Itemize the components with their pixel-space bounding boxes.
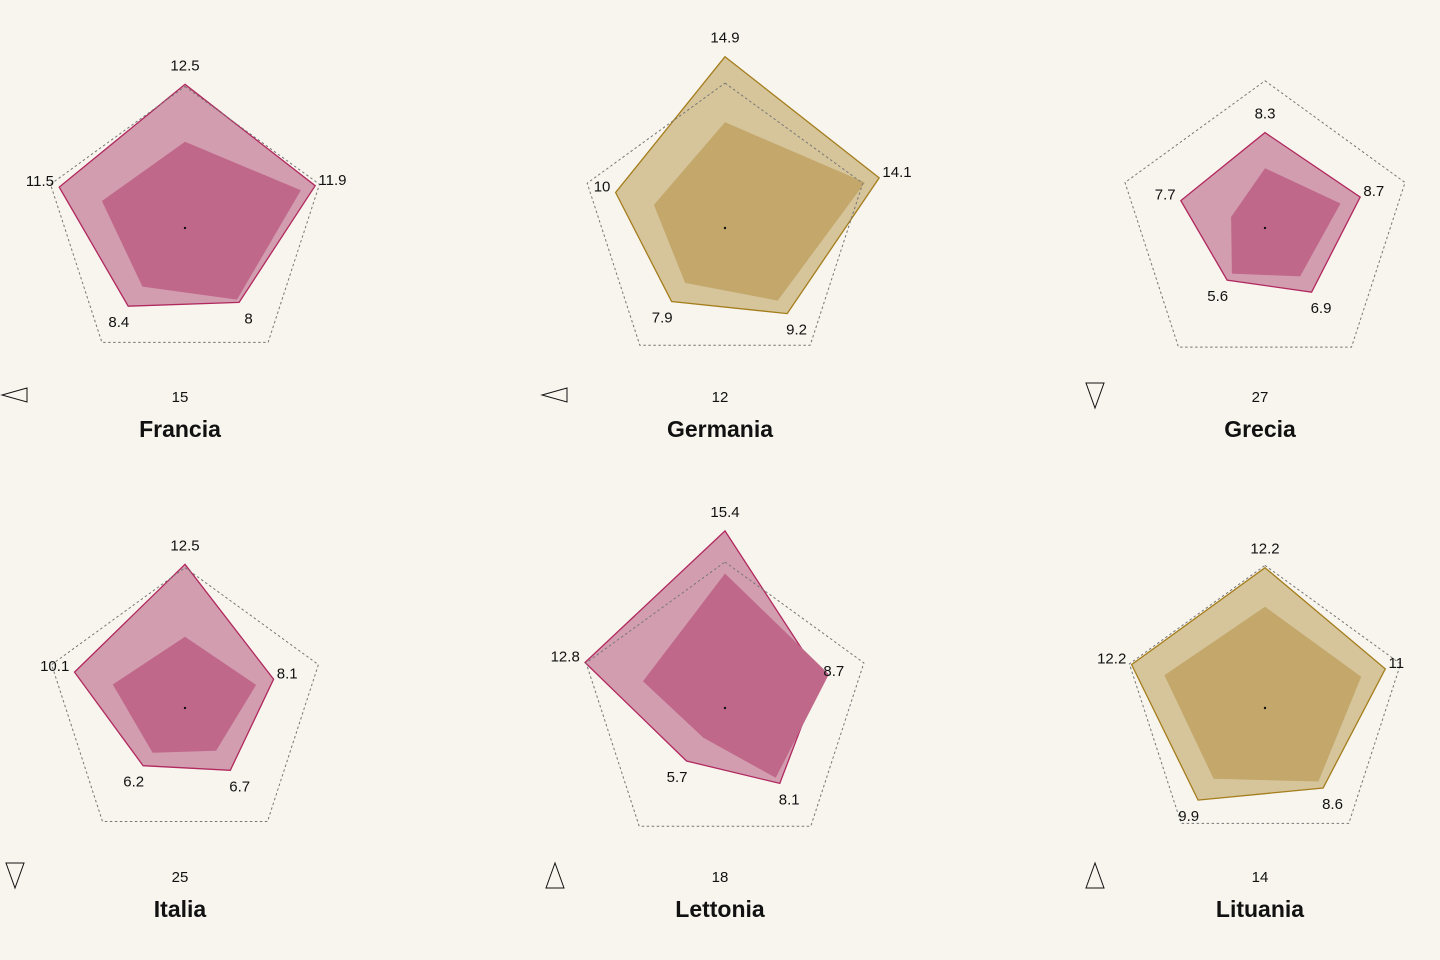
radar-value-label: 11.5 (26, 173, 54, 190)
rank-number: 27 (1251, 388, 1269, 406)
radar-panel-germania: 14.9 14.1 9.2 7.9 10 12 Germania (540, 0, 912, 480)
radar-panel-grecia: 8.3 8.7 6.9 5.6 7.7 27 Grecia (1080, 0, 1440, 480)
rank-row: 14 (1080, 861, 1440, 893)
radar-value-label: 6.9 (1311, 300, 1332, 317)
radar-value-label: 11 (1389, 655, 1405, 672)
radar-svg: 14.9 14.1 9.2 7.9 10 (586, 30, 912, 346)
radar-center-dot (183, 226, 187, 230)
radar-value-label: 12.5 (170, 537, 199, 554)
radar-center-dot (1263, 226, 1267, 230)
radar-svg: 12.2 11 8.6 9.9 12.2 (1097, 541, 1405, 825)
rank-number: 18 (711, 868, 729, 886)
country-name: Lituania (1215, 896, 1305, 922)
radar-svg: 8.3 8.7 6.9 5.6 7.7 (1124, 80, 1406, 348)
radar-value-label: 14.9 (710, 30, 739, 47)
radar-panel-francia: 12.5 11.9 8 8.4 11.5 15 Francia (0, 0, 360, 480)
radar-svg: 15.4 8.7 8.1 5.7 12.8 (551, 504, 865, 827)
radar-value-label: 7.9 (652, 309, 673, 326)
radar-reference-outline (1124, 80, 1406, 348)
radar-inner-area (643, 573, 829, 778)
radar-center-dot (723, 226, 727, 230)
radar-value-label: 6.7 (229, 778, 250, 795)
radar-value-label: 15.4 (710, 504, 739, 521)
trend-left-icon (540, 387, 568, 403)
radar-value-label: 12.2 (1250, 541, 1279, 558)
radar-value-label: 8.6 (1322, 796, 1343, 813)
rank-row: 25 (0, 861, 360, 893)
rank-row: 12 (540, 381, 900, 413)
radar-value-label: 5.7 (667, 769, 688, 786)
radar-value-label: 10.1 (40, 658, 69, 675)
radar-value-label: 8.7 (1363, 183, 1384, 200)
trend-up-icon (1085, 861, 1105, 889)
radar-value-label: 8.7 (823, 663, 844, 680)
radar-value-label: 7.7 (1155, 187, 1176, 204)
radar-value-label: 8.4 (108, 314, 129, 331)
radar-panel-lituania: 12.2 11 8.6 9.9 12.2 14 Lituania (1080, 480, 1440, 960)
radar-value-label: 14.1 (882, 164, 911, 181)
radar-reference-outline (51, 567, 319, 822)
radar-value-label: 12.5 (170, 57, 199, 74)
radar-value-label: 5.6 (1207, 288, 1228, 305)
rank-row: 27 (1080, 381, 1440, 413)
country-name: Germania (666, 416, 774, 442)
rank-number: 12 (711, 388, 729, 406)
trend-up-icon (545, 861, 565, 889)
radar-inner-area (101, 141, 301, 300)
radar-reference-outline (585, 561, 865, 827)
radar-center-dot (1263, 706, 1267, 710)
radar-center-dot (183, 706, 187, 710)
radar-panel-italia: 12.5 8.1 6.7 6.2 10.1 25 Italia (0, 480, 360, 960)
trend-down-icon (1085, 382, 1105, 410)
radar-panel-lettonia: 15.4 8.7 8.1 5.7 12.8 18 Lettonia (540, 480, 900, 960)
trend-down-icon (5, 862, 25, 890)
rank-number: 14 (1251, 868, 1269, 886)
radar-value-label: 8.1 (277, 665, 298, 682)
radar-svg: 12.5 11.9 8 8.4 11.5 (26, 57, 346, 343)
radar-value-label: 6.2 (123, 774, 144, 791)
trend-left-icon (0, 387, 28, 403)
radar-value-label: 11.9 (318, 172, 346, 189)
radar-reference-outline (49, 85, 321, 343)
radar-reference-outline (586, 82, 864, 346)
radar-inner-area (1164, 606, 1362, 782)
radar-value-label: 8 (244, 310, 252, 327)
radar-center-dot (723, 706, 727, 710)
radar-inner-area (653, 122, 865, 301)
radar-value-label: 10 (594, 179, 611, 196)
country-name: Italia (153, 896, 207, 922)
country-name: Grecia (1224, 416, 1296, 442)
radar-inner-area (1231, 168, 1341, 277)
rank-number: 15 (171, 388, 189, 406)
radar-value-label: 9.2 (786, 322, 807, 339)
rank-row: 18 (540, 861, 900, 893)
country-name: Francia (139, 416, 221, 442)
rank-row: 15 (0, 381, 360, 413)
radar-inner-area (112, 636, 257, 753)
radar-value-label: 8.3 (1255, 106, 1276, 123)
radar-value-label: 9.9 (1178, 808, 1199, 825)
radar-value-label: 12.2 (1097, 651, 1126, 668)
rank-number: 25 (171, 868, 189, 886)
radar-svg: 12.5 8.1 6.7 6.2 10.1 (40, 537, 319, 822)
radar-value-label: 12.8 (551, 649, 580, 666)
country-name: Lettonia (675, 896, 765, 922)
radar-value-label: 8.1 (779, 791, 800, 808)
